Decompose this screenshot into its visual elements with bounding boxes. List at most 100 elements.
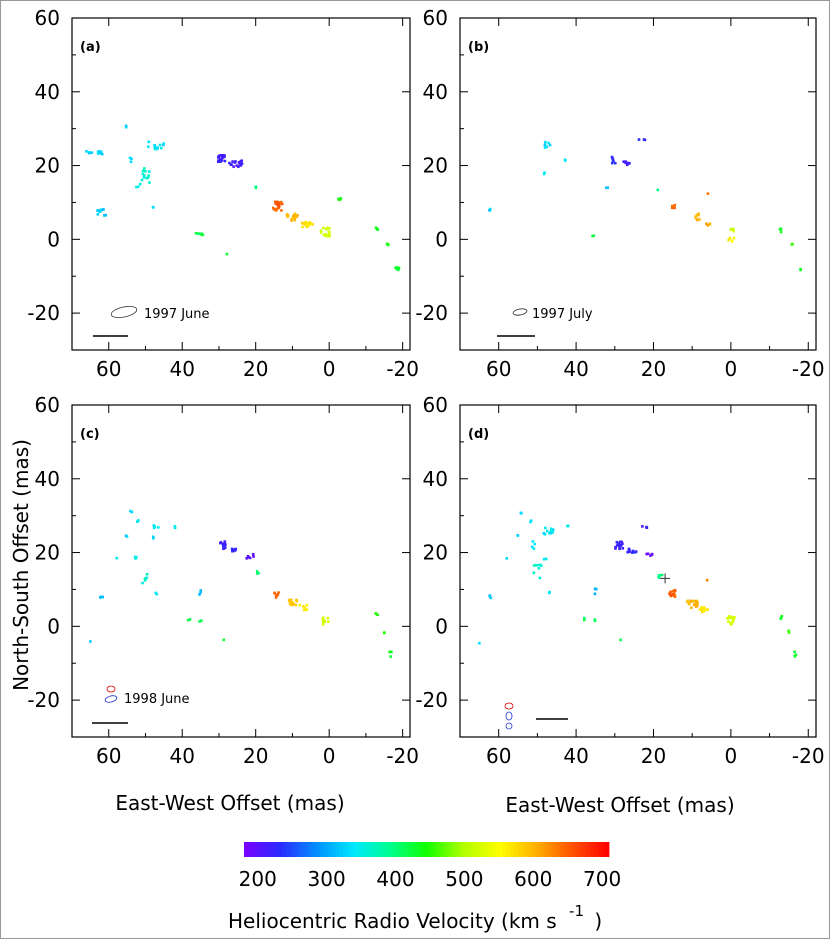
data-point xyxy=(700,606,703,609)
data-point xyxy=(696,213,700,217)
data-point xyxy=(478,641,481,645)
data-point xyxy=(293,212,297,216)
data-point xyxy=(290,217,293,221)
data-point xyxy=(233,549,237,552)
x-tick-label: 60 xyxy=(486,744,511,768)
colorbar-segment xyxy=(320,842,325,857)
colorbar-segment xyxy=(589,842,595,857)
y-tick-label: 60 xyxy=(423,393,448,417)
colorbar-segment xyxy=(266,842,272,857)
y-tick-label: -20 xyxy=(415,688,448,712)
colorbar-segment xyxy=(605,842,610,857)
data-point xyxy=(787,629,790,633)
data-point xyxy=(130,157,133,161)
data-point xyxy=(98,151,102,155)
data-point xyxy=(129,160,133,164)
data-point xyxy=(222,638,226,642)
x-axis-title-left: East-West Offset (mas) xyxy=(115,791,344,815)
data-point xyxy=(671,206,674,210)
data-point xyxy=(376,613,380,617)
data-point xyxy=(322,226,325,230)
colorbar-segment xyxy=(460,842,465,857)
data-point xyxy=(198,620,201,623)
data-point xyxy=(657,575,661,579)
data-point xyxy=(624,160,628,163)
data-point xyxy=(194,232,198,235)
colorbar-segment xyxy=(304,842,310,857)
data-point xyxy=(294,603,298,607)
colorbar-segment xyxy=(259,842,264,857)
data-point xyxy=(319,229,323,233)
data-point xyxy=(618,546,621,549)
colorbar-segment xyxy=(593,842,598,857)
data-point xyxy=(669,590,672,594)
panel-label: (a) xyxy=(80,40,101,55)
data-point xyxy=(298,603,302,607)
x-tick-label: 60 xyxy=(96,357,121,381)
data-point xyxy=(151,206,155,209)
colorbar-segment xyxy=(301,842,306,857)
x-tick-label: 40 xyxy=(563,744,588,768)
data-point xyxy=(321,618,325,621)
data-point xyxy=(637,138,641,141)
colorbar-segment xyxy=(392,842,397,857)
data-point xyxy=(732,229,735,233)
data-point xyxy=(247,556,251,559)
data-point xyxy=(631,549,635,553)
data-point xyxy=(128,156,132,160)
data-point xyxy=(197,232,201,235)
data-point xyxy=(277,205,280,208)
data-point xyxy=(278,202,281,206)
x-tick-label: 20 xyxy=(641,357,666,381)
colorbar-segment xyxy=(312,842,317,857)
data-point xyxy=(543,140,547,144)
data-point xyxy=(288,602,292,606)
data-point xyxy=(239,164,243,167)
data-point xyxy=(219,160,222,163)
data-point xyxy=(141,172,145,176)
data-point xyxy=(156,146,160,149)
data-point xyxy=(143,579,147,582)
data-point xyxy=(275,200,279,204)
data-point xyxy=(305,603,309,607)
data-point xyxy=(237,165,240,169)
colorbar-segment xyxy=(498,842,503,857)
data-point xyxy=(327,233,331,236)
data-point xyxy=(153,144,157,148)
panel-frame xyxy=(71,404,411,738)
data-point xyxy=(673,206,676,210)
data-point xyxy=(645,552,649,556)
data-point xyxy=(140,178,144,182)
epoch-label: 1997 June xyxy=(144,307,210,322)
data-point xyxy=(199,590,202,594)
data-point xyxy=(582,616,586,620)
data-point xyxy=(532,571,536,575)
data-point xyxy=(694,602,697,605)
data-point xyxy=(536,563,539,567)
data-point xyxy=(656,188,660,192)
data-point xyxy=(702,610,705,613)
colorbar-segment xyxy=(263,842,268,857)
data-point xyxy=(583,618,586,622)
y-tick-label: 20 xyxy=(35,154,60,178)
data-point xyxy=(618,540,622,544)
colorbar-segment xyxy=(513,842,519,857)
data-point xyxy=(779,230,783,234)
data-point xyxy=(321,619,325,623)
data-point xyxy=(787,631,791,634)
colorbar-segment xyxy=(282,842,287,857)
data-point xyxy=(198,593,201,596)
x-tick-label: -20 xyxy=(386,744,419,768)
data-point xyxy=(136,185,140,189)
data-point xyxy=(292,603,295,606)
colorbar-segment xyxy=(361,842,367,857)
colorbar-segment xyxy=(494,842,500,857)
x-tick-label: -20 xyxy=(792,744,825,768)
data-point xyxy=(529,520,532,524)
colorbar-segment xyxy=(536,842,541,857)
data-point xyxy=(217,159,220,162)
data-point xyxy=(671,593,675,596)
colorbar-segment xyxy=(506,842,511,857)
x-axis-title-right: East-West Offset (mas) xyxy=(505,793,734,817)
